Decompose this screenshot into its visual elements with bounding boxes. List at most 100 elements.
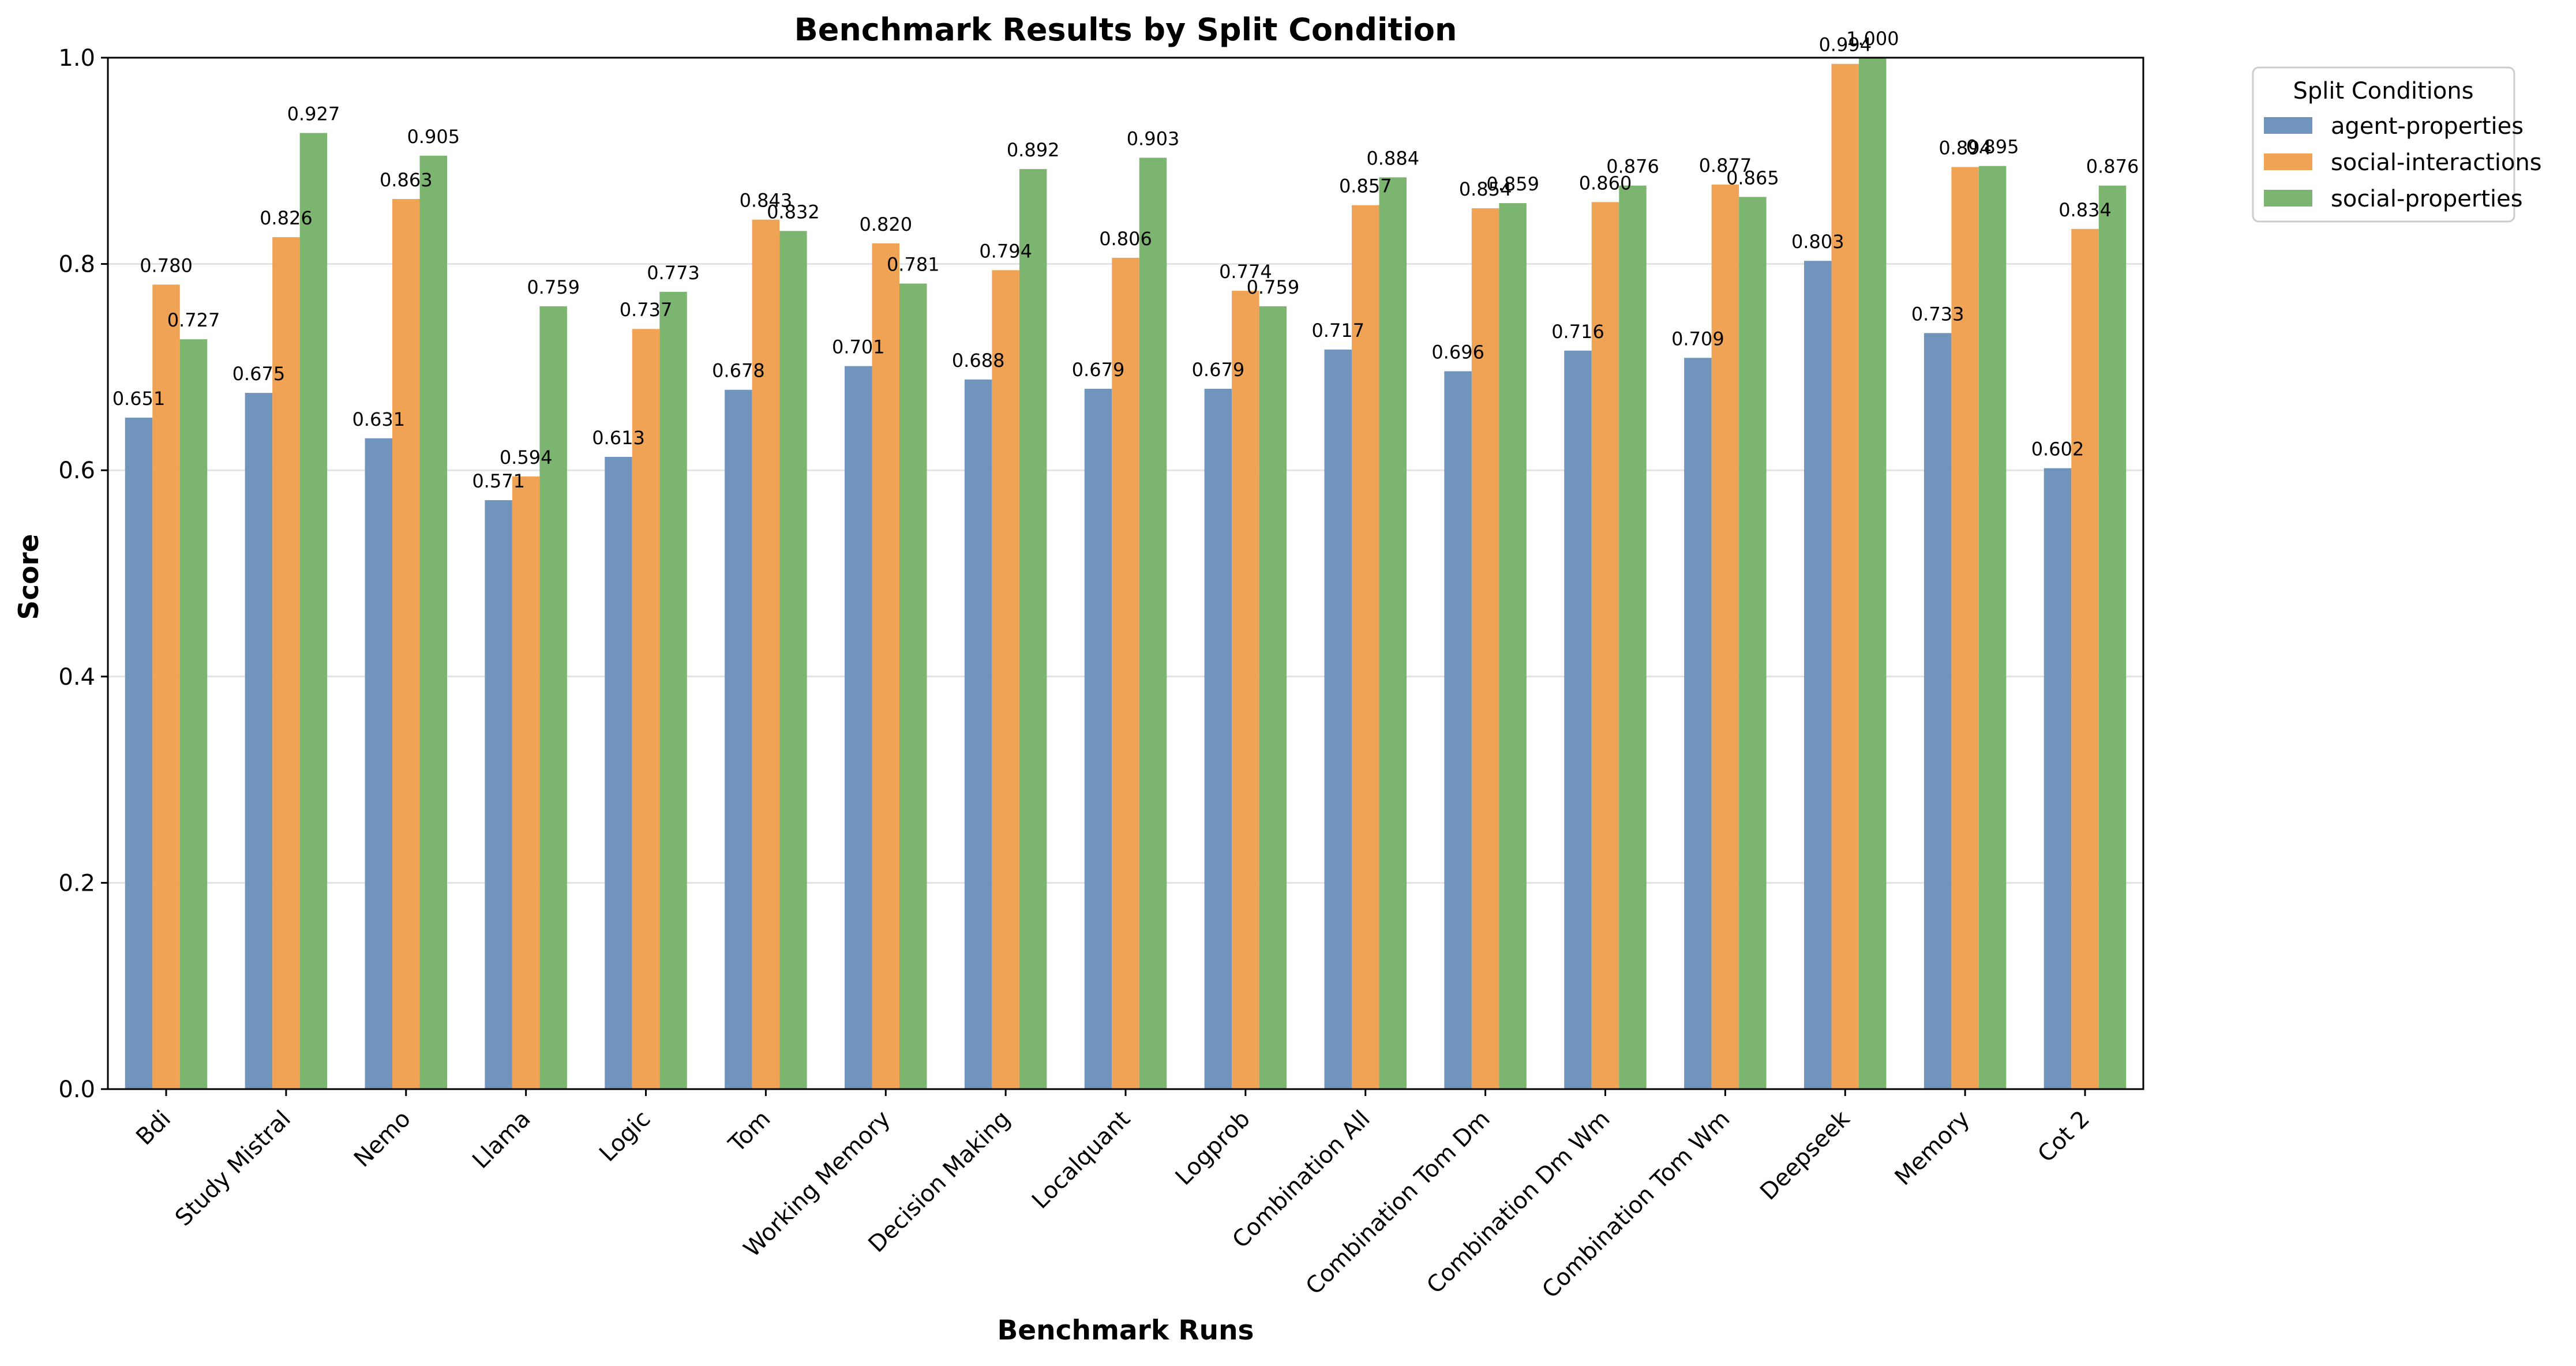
- y-tick-label: 0.6: [58, 457, 95, 484]
- y-tick-label: 0.4: [58, 664, 95, 690]
- legend-swatch: [2264, 153, 2312, 170]
- bar-agent-properties: [245, 393, 273, 1089]
- data-label: 0.905: [407, 126, 460, 148]
- bar-social-properties: [1739, 197, 1767, 1089]
- data-label: 0.675: [233, 363, 286, 385]
- bar-social-properties: [899, 283, 927, 1089]
- data-label: 0.678: [712, 360, 765, 382]
- bar-social-properties: [1978, 166, 2007, 1089]
- legend-title: Split Conditions: [2293, 78, 2473, 104]
- data-label: 1.000: [1846, 28, 1899, 50]
- bar-social-interactions: [1471, 208, 1499, 1090]
- data-label: 0.826: [260, 207, 313, 229]
- data-label: 0.834: [2058, 199, 2112, 221]
- data-label: 0.727: [167, 309, 220, 331]
- bar-social-interactions: [392, 198, 420, 1089]
- data-label: 0.876: [2086, 156, 2139, 178]
- data-label: 0.806: [1099, 228, 1152, 250]
- y-tick-label: 0.8: [58, 252, 95, 278]
- legend-frame: [2252, 66, 2515, 223]
- data-label: 0.774: [1219, 261, 1272, 283]
- bar-social-interactions: [1112, 257, 1139, 1089]
- y-tick-label: 1.0: [58, 45, 95, 72]
- bar-agent-properties: [1084, 388, 1112, 1089]
- data-label: 0.733: [1911, 303, 1964, 325]
- bar-social-properties: [659, 291, 687, 1090]
- chart-title: Benchmark Results by Split Condition: [794, 12, 1457, 48]
- bar-agent-properties: [125, 418, 153, 1090]
- bar-social-interactions: [992, 270, 1019, 1089]
- y-tick-label: 0.0: [58, 1076, 95, 1103]
- data-label: 0.780: [140, 254, 193, 276]
- data-label: 0.737: [620, 299, 673, 321]
- bar-social-interactions: [2071, 228, 2099, 1090]
- bar-agent-properties: [1684, 358, 1712, 1089]
- bar-agent-properties: [1804, 261, 1832, 1090]
- bar-social-properties: [419, 155, 447, 1089]
- bar-social-properties: [1139, 157, 1167, 1089]
- data-label: 0.651: [113, 388, 166, 410]
- bar-social-properties: [779, 231, 807, 1089]
- bar-agent-properties: [1444, 371, 1472, 1089]
- bar-social-interactions: [752, 219, 780, 1089]
- bar-social-properties: [1619, 185, 1647, 1089]
- bar-social-interactions: [1232, 291, 1259, 1089]
- data-label: 0.876: [1606, 156, 1659, 178]
- data-label: 0.602: [2031, 438, 2084, 460]
- bar-agent-properties: [1923, 333, 1952, 1089]
- bar-social-interactions: [632, 329, 660, 1089]
- bar-agent-properties: [605, 456, 632, 1089]
- data-label: 0.679: [1192, 359, 1245, 381]
- bar-social-properties: [299, 133, 328, 1089]
- bar-agent-properties: [845, 366, 872, 1089]
- bar-social-properties: [1859, 58, 1887, 1089]
- legend: Split Conditions agent-properties social-…: [2252, 66, 2542, 223]
- data-label: 0.794: [979, 240, 1032, 262]
- data-label: 0.859: [1486, 173, 1539, 195]
- bar-agent-properties: [1324, 350, 1352, 1089]
- bar-social-properties: [1499, 203, 1527, 1089]
- data-label: 0.903: [1127, 127, 1180, 149]
- data-label: 0.773: [647, 262, 700, 284]
- bar-social-properties: [1019, 169, 1047, 1089]
- legend-entry: agent-properties: [2331, 113, 2523, 140]
- data-label: 0.613: [592, 427, 645, 449]
- bar-agent-properties: [964, 379, 992, 1090]
- data-label: 0.594: [500, 446, 553, 468]
- data-label: 0.854: [1459, 178, 1512, 200]
- data-label: 0.679: [1072, 359, 1125, 381]
- bar-social-properties: [1379, 177, 1407, 1090]
- data-label: 0.716: [1551, 321, 1604, 343]
- data-label: 0.860: [1579, 172, 1632, 194]
- data-label: 0.894: [1938, 137, 1992, 159]
- data-label: 0.688: [952, 350, 1005, 371]
- data-label: 0.759: [527, 276, 580, 298]
- data-label: 0.927: [287, 103, 340, 125]
- legend-entry: social-interactions: [2331, 149, 2542, 176]
- data-label: 0.863: [380, 169, 433, 191]
- bar-social-interactions: [872, 243, 899, 1090]
- data-label: 0.832: [767, 201, 820, 223]
- data-label: 0.843: [740, 190, 793, 212]
- bar-agent-properties: [485, 500, 512, 1089]
- bar-agent-properties: [725, 389, 752, 1089]
- data-labels: 0.651 0.780 0.727 0.675 0.826 0.927 0.631 0.863…: [113, 28, 2139, 492]
- data-label: 0.884: [1366, 147, 1419, 169]
- legend-swatch: [2264, 117, 2312, 134]
- bar-marks: [125, 58, 2127, 1090]
- bar-social-properties: [539, 306, 567, 1090]
- bar-social-interactions: [152, 284, 180, 1089]
- bar-social-interactions: [512, 476, 540, 1089]
- y-tick-label: 0.2: [58, 870, 95, 896]
- data-label: 0.571: [472, 470, 525, 492]
- plot-frame: [107, 57, 2144, 1090]
- bar-social-properties: [2098, 185, 2127, 1089]
- bar-agent-properties: [2043, 468, 2072, 1089]
- legend-swatch: [2264, 190, 2312, 207]
- data-label: 0.717: [1311, 320, 1364, 342]
- bar-social-properties: [1259, 306, 1287, 1090]
- bar-social-interactions: [1352, 205, 1379, 1090]
- bar-social-interactions: [1831, 63, 1859, 1089]
